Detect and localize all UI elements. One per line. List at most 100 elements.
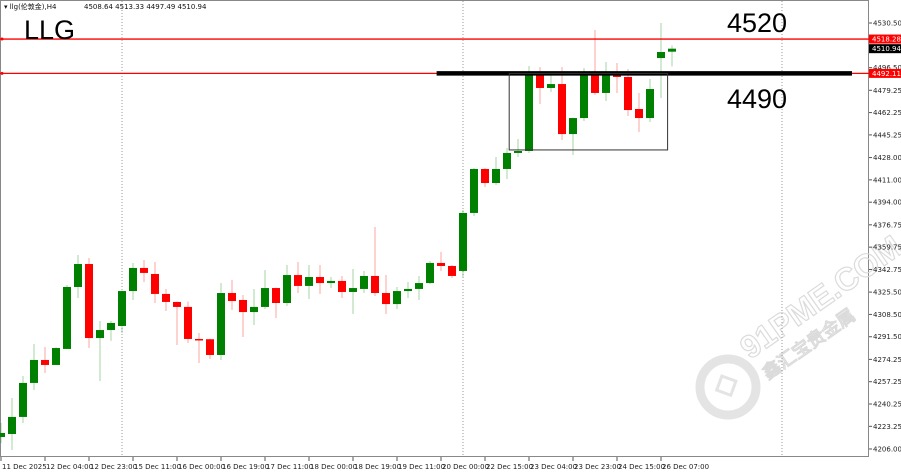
time-tick-label: 22 Dec 15:00 bbox=[486, 463, 533, 471]
price-tick-label: 4291.50 bbox=[873, 333, 901, 341]
bearish-candle bbox=[41, 359, 49, 365]
bullish-candle bbox=[415, 283, 423, 289]
bearish-candle bbox=[338, 280, 346, 292]
bearish-candle bbox=[151, 273, 159, 294]
bullish-candle bbox=[580, 74, 588, 119]
bearish-candle bbox=[206, 339, 214, 355]
price-tag bbox=[869, 44, 901, 54]
time-tick-label: 18 Dec 19:00 bbox=[354, 463, 401, 471]
bullish-candle bbox=[52, 348, 60, 365]
bullish-candle bbox=[459, 212, 467, 271]
price-tick-label: 4274.25 bbox=[873, 356, 901, 364]
bullish-candle bbox=[19, 382, 27, 417]
bearish-candle bbox=[162, 293, 170, 302]
bearish-candle bbox=[624, 76, 632, 111]
time-tick-label: 26 Dec 07:00 bbox=[662, 463, 709, 471]
bullish-candle bbox=[426, 262, 434, 284]
price-tick-label: 4223.25 bbox=[873, 423, 901, 431]
price-tick-label: 4257.25 bbox=[873, 378, 901, 386]
bullish-candle bbox=[514, 150, 522, 153]
bullish-candle bbox=[0, 432, 5, 438]
bullish-candle bbox=[525, 74, 533, 151]
bearish-candle bbox=[371, 275, 379, 294]
bullish-candle bbox=[404, 288, 412, 292]
time-tick-label: 16 Dec 00:00 bbox=[178, 463, 225, 471]
candles bbox=[0, 23, 676, 451]
price-axis[interactable]: 4530.50 4496.50 4479.25 4462.25 4445.25 4428.… bbox=[869, 20, 901, 454]
bearish-candle bbox=[195, 338, 203, 341]
overlays bbox=[0, 37, 869, 151]
bearish-candle bbox=[85, 264, 93, 339]
bullish-candle bbox=[668, 48, 676, 52]
time-tick-label: 19 Dec 11:00 bbox=[398, 463, 445, 471]
bullish-candle bbox=[129, 267, 137, 292]
bullish-candle bbox=[327, 280, 335, 284]
price-tick-label: 4428.00 bbox=[873, 154, 901, 162]
time-tick-label: 24 Dec 15:00 bbox=[618, 463, 665, 471]
price-tick-label: 4342.75 bbox=[873, 266, 901, 274]
time-tick-label: 23 Dec 04:00 bbox=[530, 463, 577, 471]
price-tag-label: 4518.28 bbox=[872, 36, 901, 44]
bearish-candle bbox=[635, 108, 643, 119]
bearish-candle bbox=[613, 74, 621, 77]
price-tick-label: 4496.50 bbox=[873, 64, 901, 72]
bearish-candle bbox=[173, 301, 181, 307]
bullish-candle bbox=[657, 52, 665, 59]
bearish-candle bbox=[481, 168, 489, 184]
bullish-candle bbox=[8, 416, 16, 435]
bullish-candle bbox=[250, 306, 258, 313]
annotation-title: LLG bbox=[24, 15, 75, 45]
bullish-candle bbox=[602, 74, 610, 93]
bearish-candle bbox=[558, 84, 566, 135]
bullish-candle bbox=[305, 277, 313, 286]
line-anchor bbox=[0, 37, 4, 41]
bullish-candle bbox=[283, 275, 291, 303]
bullish-candle bbox=[96, 330, 104, 339]
price-tick-label: 4308.50 bbox=[873, 311, 901, 319]
bearish-candle bbox=[228, 293, 236, 302]
bearish-candle bbox=[140, 267, 148, 273]
consolidation-box bbox=[508, 72, 669, 151]
time-tick-label: 23 Dec 23:00 bbox=[574, 463, 621, 471]
price-tick-label: 4462.25 bbox=[873, 109, 901, 117]
price-tick-label: 4394.00 bbox=[873, 199, 901, 207]
bullish-candle bbox=[217, 293, 225, 355]
plot-area[interactable] bbox=[0, 0, 869, 457]
bullish-candle bbox=[503, 152, 511, 169]
bearish-candle bbox=[448, 265, 456, 276]
time-tick-label: 18 Dec 00:00 bbox=[310, 463, 357, 471]
time-tick-label: 17 Dec 11:00 bbox=[266, 463, 313, 471]
price-tick-label: 4240.25 bbox=[873, 401, 901, 409]
price-tick-label: 4206.00 bbox=[873, 445, 901, 453]
bearish-candle bbox=[591, 74, 599, 93]
chart-ohlc: 4508.64 4513.33 4497.49 4510.94 bbox=[84, 3, 207, 11]
bullish-candle bbox=[349, 288, 357, 292]
bullish-candle bbox=[63, 286, 71, 349]
chart-symbol: ▾ llg(伦敦金),H4 bbox=[4, 2, 57, 11]
bullish-candle bbox=[360, 275, 368, 289]
price-tick-label: 4325.50 bbox=[873, 289, 901, 297]
bearish-candle bbox=[382, 293, 390, 305]
bearish-candle bbox=[294, 275, 302, 286]
price-tick-label: 4411.00 bbox=[873, 176, 901, 184]
period-separators bbox=[121, 1, 783, 456]
annotation-4490: 4490 bbox=[727, 84, 787, 114]
bullish-candle bbox=[492, 168, 500, 184]
price-tag bbox=[869, 34, 901, 44]
price-tag-label: 4510.94 bbox=[872, 45, 901, 53]
time-tick-label: 16 Dec 19:00 bbox=[222, 463, 269, 471]
time-tick-label: 12 Dec 04:00 bbox=[46, 463, 93, 471]
price-tick-label: 4530.50 bbox=[873, 20, 901, 28]
bullish-candle bbox=[107, 322, 115, 331]
annotation-4520: 4520 bbox=[727, 8, 787, 38]
time-tick-label: 15 Dec 11:00 bbox=[134, 463, 181, 471]
price-tick-label: 4479.25 bbox=[873, 87, 901, 95]
price-tick-label: 4445.25 bbox=[873, 131, 901, 139]
bullish-candle bbox=[393, 291, 401, 305]
time-tick-label: 12 Dec 23:00 bbox=[90, 463, 137, 471]
bullish-candle bbox=[74, 264, 82, 287]
bearish-candle bbox=[272, 288, 280, 303]
bearish-candle bbox=[437, 262, 445, 266]
bullish-candle bbox=[118, 291, 126, 326]
